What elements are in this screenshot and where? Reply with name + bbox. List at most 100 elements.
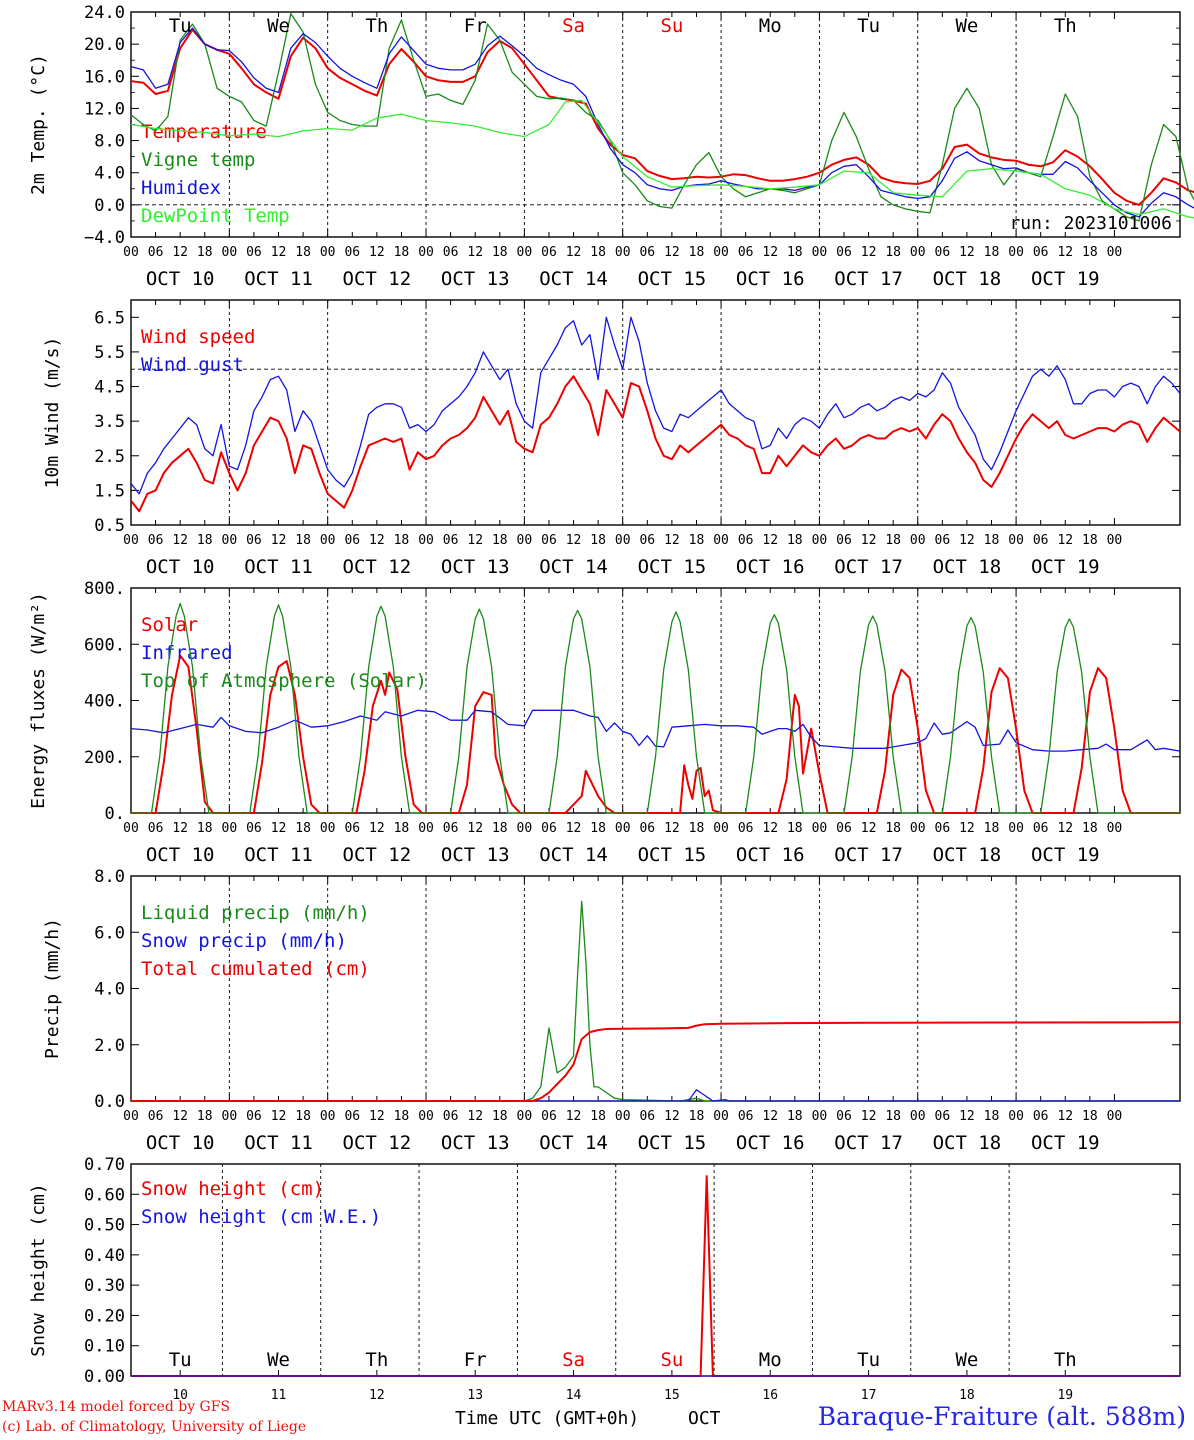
hour-tick-label: 18: [197, 821, 213, 836]
date-label: OCT 11: [244, 844, 313, 866]
y-tick-label: 0.40: [84, 1246, 125, 1266]
hour-tick-label: 18: [590, 533, 606, 548]
hour-tick-label: 18: [295, 245, 311, 260]
hour-tick-label: 18: [492, 245, 508, 260]
hour-tick-label: 18: [689, 1109, 705, 1124]
y-tick-label: 5.5: [94, 343, 125, 363]
hour-tick-label: 18: [492, 533, 508, 548]
lab-credit: (c) Lab. of Climatology, University of L…: [2, 1419, 307, 1435]
date-label: OCT 18: [933, 556, 1002, 578]
panel-5: 0.00 0.10 0.20 0.30 0.40 0.50 0.60 0.70 Snow hei…: [28, 1155, 1181, 1429]
run-annotation: run: 2023101006: [1009, 213, 1172, 234]
hour-tick-label: 18: [885, 245, 901, 260]
weekday-label: Tu: [857, 15, 880, 37]
legend-entry: Liquid precip (mm/h): [141, 902, 370, 924]
hour-tick-label: 18: [885, 533, 901, 548]
hour-tick-label: 06: [836, 533, 852, 548]
hour-tick-label: 18: [1082, 533, 1098, 548]
hour-tick-label: 06: [639, 245, 655, 260]
legend-entry: Humidex: [141, 177, 221, 199]
hour-tick-label: 00: [418, 1109, 434, 1124]
date-label: OCT 10: [146, 556, 215, 578]
hour-tick-label: 12: [467, 245, 483, 260]
day-number-label: 10: [172, 1388, 188, 1403]
hour-tick-label: 12: [861, 245, 877, 260]
series-line: [131, 654, 1180, 814]
date-label: OCT 16: [736, 1132, 805, 1154]
date-label: OCT 16: [736, 556, 805, 578]
day-number-label: 16: [762, 1388, 778, 1403]
date-label: OCT 17: [834, 844, 903, 866]
date-label: OCT 12: [343, 556, 412, 578]
date-label: OCT 11: [244, 556, 313, 578]
hour-tick-label: 12: [1057, 1109, 1073, 1124]
y-tick-label: 0.0: [94, 1092, 125, 1112]
hour-tick-label: 12: [861, 533, 877, 548]
hour-tick-label: 06: [344, 821, 360, 836]
hour-tick-label: 00: [1107, 1109, 1123, 1124]
hour-tick-label: 18: [197, 1109, 213, 1124]
hour-tick-label: 12: [172, 1109, 188, 1124]
hour-tick-label: 06: [639, 1109, 655, 1124]
hour-tick-label: 12: [664, 245, 680, 260]
model-credit: MARv3.14 model forced by GFS: [2, 1399, 231, 1415]
hour-tick-label: 12: [861, 821, 877, 836]
hour-tick-label: 00: [418, 245, 434, 260]
date-label: OCT 15: [638, 268, 707, 290]
series-line: [130, 27, 1194, 218]
hour-tick-label: 06: [443, 245, 459, 260]
hour-tick-label: 18: [197, 245, 213, 260]
hour-tick-label: 06: [738, 821, 754, 836]
hour-tick-label: 00: [123, 821, 139, 836]
hour-tick-label: 00: [222, 245, 238, 260]
y-tick-label: 1.5: [94, 481, 125, 501]
hour-tick-label: 12: [1057, 245, 1073, 260]
y-axis-label: Energy fluxes (W/m²): [28, 592, 49, 809]
hour-tick-label: 00: [1107, 245, 1123, 260]
legend-entry: Snow precip (mm/h): [141, 930, 347, 952]
hour-tick-label: 06: [148, 1109, 164, 1124]
hour-tick-label: 12: [762, 1109, 778, 1124]
y-tick-label: 0.5: [94, 516, 125, 536]
hour-tick-label: 00: [713, 245, 729, 260]
hour-tick-label: 06: [246, 245, 262, 260]
hour-tick-label: 00: [812, 1109, 828, 1124]
weekday-label: Tu: [857, 1349, 880, 1371]
hour-tick-label: 06: [148, 821, 164, 836]
hour-tick-label: 12: [271, 245, 287, 260]
hour-tick-label: 06: [246, 821, 262, 836]
hour-tick-label: 06: [738, 245, 754, 260]
legend-entry: Snow height (cm): [141, 1178, 324, 1200]
weekday-label: We: [955, 1349, 978, 1371]
date-label: OCT 18: [933, 1132, 1002, 1154]
hour-tick-label: 06: [246, 533, 262, 548]
hour-tick-label: 06: [541, 821, 557, 836]
date-label: OCT 14: [539, 844, 608, 866]
date-label: OCT 19: [1031, 844, 1100, 866]
date-label: OCT 12: [343, 844, 412, 866]
date-label: OCT 14: [539, 268, 608, 290]
hour-tick-label: 12: [1057, 821, 1073, 836]
hour-tick-label: 18: [394, 1109, 410, 1124]
hour-tick-label: 06: [639, 821, 655, 836]
weekday-label: Fr: [464, 1349, 487, 1371]
hour-tick-label: 18: [1082, 245, 1098, 260]
hour-tick-label: 00: [812, 245, 828, 260]
weekday-label: Sa: [562, 15, 585, 37]
series-line: [131, 1089, 1180, 1102]
date-label: OCT 14: [539, 556, 608, 578]
y-tick-label: 0.10: [84, 1337, 125, 1357]
y-tick-label: 0.70: [84, 1155, 125, 1175]
y-tick-label: 2.0: [94, 1036, 125, 1056]
legend-entry: Top of Atmosphere (Solar): [141, 670, 427, 692]
series-line: [130, 316, 1181, 495]
hour-tick-label: 06: [541, 1109, 557, 1124]
hour-tick-label: 18: [394, 821, 410, 836]
hour-tick-label: 12: [369, 533, 385, 548]
hour-tick-label: 12: [566, 821, 582, 836]
hour-tick-label: 00: [320, 821, 336, 836]
date-label: OCT 19: [1031, 1132, 1100, 1154]
hour-tick-label: 18: [689, 245, 705, 260]
date-label: OCT 10: [146, 844, 215, 866]
